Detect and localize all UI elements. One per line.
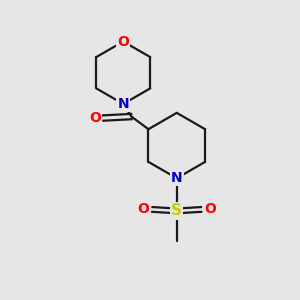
Text: S: S bbox=[171, 203, 182, 218]
Text: O: O bbox=[137, 202, 149, 216]
Text: O: O bbox=[204, 202, 216, 216]
Text: O: O bbox=[117, 34, 129, 49]
Text: N: N bbox=[171, 171, 183, 185]
Text: N: N bbox=[117, 97, 129, 111]
Text: O: O bbox=[89, 111, 101, 125]
